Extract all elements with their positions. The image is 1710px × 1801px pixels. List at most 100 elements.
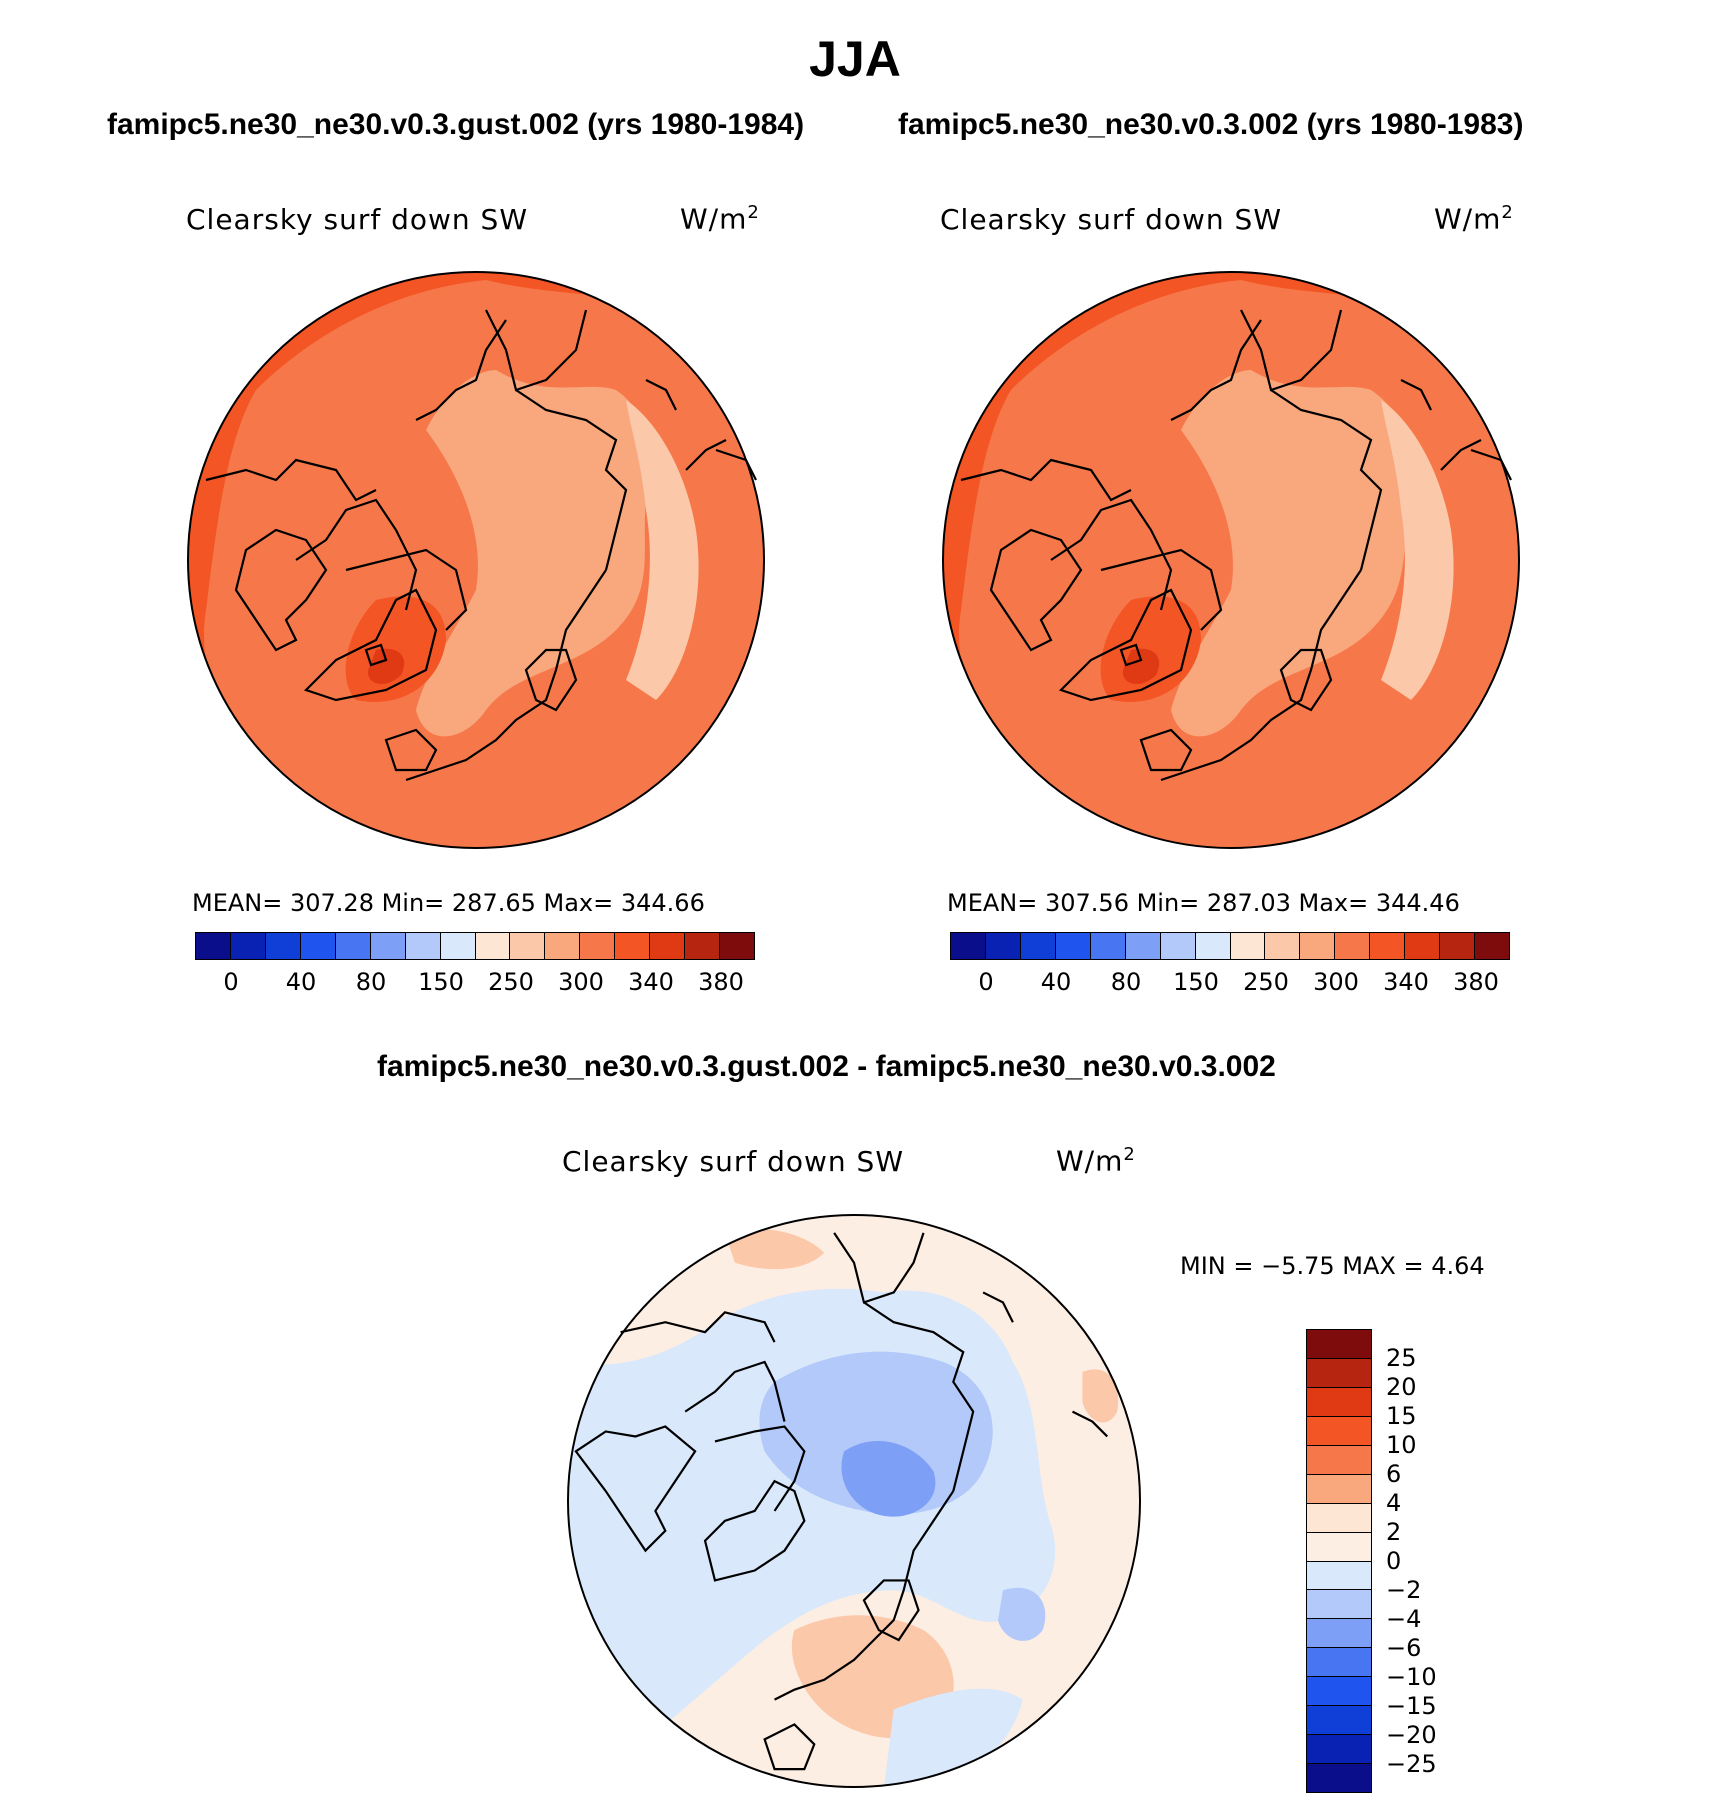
colorbar-swatch xyxy=(1307,1416,1371,1446)
colorbar-swatch xyxy=(720,933,754,959)
colorbar-swatch xyxy=(1125,933,1161,959)
colorbar-swatch xyxy=(1265,933,1301,959)
colorbar-tick-label: 25 xyxy=(1386,1344,1417,1372)
left-case-title: famipc5.ne30_ne30.v0.3.gust.002 (yrs 198… xyxy=(107,108,805,141)
colorbar-swatch xyxy=(1307,1764,1371,1792)
map-field-greenland-peak xyxy=(1122,648,1160,685)
colorbar-tick-label: 80 xyxy=(355,968,387,996)
colorbar-tick-label: −10 xyxy=(1386,1663,1437,1691)
colorbar-tick-label: 250 xyxy=(1243,968,1289,996)
colorbar-swatch xyxy=(1307,1387,1371,1417)
colorbar-swatch xyxy=(580,933,616,959)
coastlines xyxy=(205,309,757,782)
colorbar-swatch xyxy=(1307,1330,1371,1359)
colorbar-swatch xyxy=(300,933,336,959)
colorbar-swatch xyxy=(1307,1735,1371,1765)
colorbar-swatch xyxy=(475,933,511,959)
left-stats: MEAN= 307.28 Min= 287.65 Max= 344.66 xyxy=(192,889,705,917)
left-units-label: W/m2 xyxy=(680,202,760,236)
diff-units-label: W/m2 xyxy=(1056,1144,1136,1178)
right-case-title: famipc5.ne30_ne30.v0.3.002 (yrs 1980-198… xyxy=(898,108,1524,141)
map-field-neg-bottom xyxy=(883,1688,1023,1788)
colorbar-tick-label: 10 xyxy=(1386,1431,1417,1459)
colorbar-swatch xyxy=(615,933,651,959)
colorbar-tick-label: 40 xyxy=(285,968,317,996)
right-units-label: W/m2 xyxy=(1434,202,1514,236)
map-field-neg xyxy=(759,1351,993,1515)
map-field-light-band-right xyxy=(626,400,699,700)
colorbar-swatch xyxy=(1307,1474,1371,1504)
colorbar-swatch xyxy=(1370,933,1406,959)
colorbar-swatch xyxy=(1440,933,1476,959)
colorbar-tick-label: 380 xyxy=(698,968,744,996)
map-boundary xyxy=(942,271,1520,849)
colorbar-tick-label: 40 xyxy=(1040,968,1072,996)
colorbar-swatch xyxy=(1307,1648,1371,1678)
colorbar-swatch xyxy=(545,933,581,959)
right-colorbar xyxy=(950,932,1510,960)
colorbar-swatch xyxy=(230,933,266,959)
colorbar-swatch xyxy=(1307,1503,1371,1533)
right-variable-label: Clearsky surf down SW xyxy=(940,203,1283,236)
colorbar-tick-label: 20 xyxy=(1386,1373,1417,1401)
diff-variable-label: Clearsky surf down SW xyxy=(562,1145,905,1178)
colorbar-swatch xyxy=(370,933,406,959)
right-polar-map xyxy=(942,271,1520,849)
right-stats: MEAN= 307.56 Min= 287.03 Max= 344.46 xyxy=(947,889,1460,917)
colorbar-swatch xyxy=(1090,933,1126,959)
colorbar-tick-label: 0 xyxy=(1386,1547,1402,1575)
left-colorbar xyxy=(195,932,755,960)
colorbar-swatch xyxy=(1307,1706,1371,1736)
colorbar-tick-label: 2 xyxy=(1386,1518,1402,1546)
colorbar-swatch xyxy=(196,933,231,959)
colorbar-tick-label: 150 xyxy=(1173,968,1219,996)
colorbar-swatch xyxy=(1307,1445,1371,1475)
colorbar-tick-label: −25 xyxy=(1386,1750,1437,1778)
colorbar-swatch xyxy=(265,933,301,959)
colorbar-swatch xyxy=(1307,1532,1371,1562)
diff-colorbar xyxy=(1306,1329,1372,1793)
coastlines xyxy=(574,1232,1109,1771)
colorbar-tick-label: 4 xyxy=(1386,1489,1402,1517)
colorbar-swatch xyxy=(1307,1590,1371,1620)
colorbar-tick-label: 15 xyxy=(1386,1402,1417,1430)
diff-title: famipc5.ne30_ne30.v0.3.gust.002 - famipc… xyxy=(377,1050,1276,1083)
colorbar-swatch xyxy=(1020,933,1056,959)
coastlines xyxy=(960,309,1512,782)
colorbar-tick-label: −15 xyxy=(1386,1692,1437,1720)
colorbar-swatch xyxy=(1307,1358,1371,1388)
diff-stats: MIN = −5.75 MAX = 4.64 xyxy=(1180,1252,1485,1280)
colorbar-tick-label: 80 xyxy=(1110,968,1142,996)
colorbar-tick-label: −4 xyxy=(1386,1605,1422,1633)
map-field-pos-right xyxy=(1082,1369,1119,1423)
colorbar-swatch xyxy=(335,933,371,959)
colorbar-swatch xyxy=(1300,933,1336,959)
left-polar-map xyxy=(187,271,765,849)
colorbar-swatch xyxy=(1230,933,1266,959)
map-field-light-band-right xyxy=(1381,400,1454,700)
map-field-lighter-band xyxy=(1171,370,1414,737)
colorbar-swatch xyxy=(1195,933,1231,959)
map-boundary xyxy=(566,1213,1142,1789)
left-variable-label: Clearsky surf down SW xyxy=(186,203,529,236)
colorbar-tick-label: 300 xyxy=(1313,968,1359,996)
colorbar-tick-label: 340 xyxy=(628,968,674,996)
colorbar-tick-label: −2 xyxy=(1386,1576,1422,1604)
colorbar-swatch xyxy=(985,933,1021,959)
colorbar-swatch xyxy=(1307,1619,1371,1649)
colorbar-swatch xyxy=(1307,1561,1371,1591)
colorbar-swatch xyxy=(440,933,476,959)
map-field-pos-top xyxy=(724,1228,825,1270)
colorbar-swatch xyxy=(1307,1677,1371,1707)
colorbar-tick-label: 380 xyxy=(1453,968,1499,996)
colorbar-swatch xyxy=(510,933,546,959)
colorbar-swatch xyxy=(650,933,686,959)
colorbar-swatch xyxy=(951,933,986,959)
colorbar-tick-label: 300 xyxy=(558,968,604,996)
map-field-greenland-peak xyxy=(367,648,405,685)
colorbar-tick-label: 6 xyxy=(1386,1460,1402,1488)
map-boundary xyxy=(187,271,765,849)
colorbar-swatch xyxy=(685,933,721,959)
colorbar-swatch xyxy=(1475,933,1509,959)
colorbar-tick-label: −6 xyxy=(1386,1634,1422,1662)
